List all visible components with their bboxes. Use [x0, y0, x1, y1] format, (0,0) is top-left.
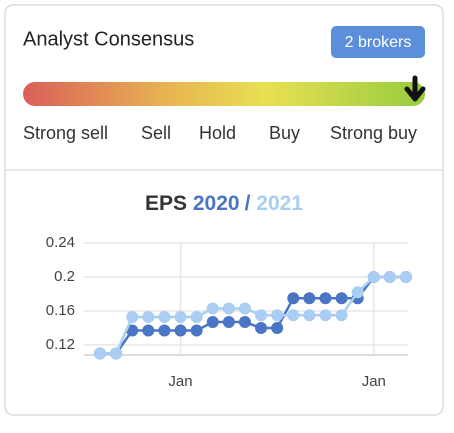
x-tick-label: Jan	[362, 373, 386, 390]
data-point	[94, 347, 106, 360]
consensus-arrow	[404, 75, 426, 102]
data-point	[367, 271, 380, 283]
sentiment-bar	[23, 82, 425, 106]
scale-label: Hold	[199, 123, 236, 143]
data-point	[400, 271, 412, 283]
y-tick-label: 0.2	[54, 268, 75, 285]
legend-entry: 2021	[256, 192, 303, 215]
scale-label: Sell	[141, 123, 171, 143]
card	[4, 4, 444, 416]
chart-title: EPS	[145, 192, 187, 215]
data-point	[142, 324, 155, 337]
data-point	[206, 302, 219, 315]
data-point	[222, 302, 235, 315]
data-point	[190, 324, 203, 337]
card-title: Analyst Consensus	[23, 28, 194, 50]
broker-badge-text: 2 brokers	[345, 34, 412, 51]
data-point	[271, 309, 284, 322]
scale-label: Buy	[269, 123, 300, 143]
data-point	[158, 324, 171, 337]
y-tick-label: 0.16	[46, 302, 75, 319]
data-point	[335, 292, 348, 305]
data-point	[255, 322, 268, 334]
data-point	[238, 302, 251, 315]
data-point	[319, 309, 332, 322]
data-point	[174, 324, 187, 337]
data-point	[222, 316, 235, 329]
data-point	[287, 309, 300, 322]
data-point	[303, 309, 316, 322]
data-point	[206, 316, 219, 329]
scale-label: Strong buy	[330, 123, 417, 143]
data-point	[351, 286, 364, 299]
data-point	[126, 310, 139, 323]
data-point	[319, 292, 332, 305]
data-point	[174, 310, 187, 323]
data-point	[126, 324, 139, 337]
y-tick-label: 0.12	[46, 336, 75, 353]
scale-label: Strong sell	[23, 123, 108, 143]
data-point	[271, 322, 284, 334]
chart-title-group: EPS 2020/ 2021	[145, 192, 303, 215]
data-point	[383, 271, 396, 283]
broker-badge[interactable]	[331, 26, 425, 58]
data-point	[287, 292, 300, 305]
data-point	[303, 292, 316, 305]
legend-entry: 2020	[193, 192, 240, 215]
data-point	[335, 309, 348, 322]
x-tick-label: Jan	[168, 373, 192, 390]
data-point	[158, 310, 171, 323]
y-tick-label: 0.24	[46, 234, 75, 251]
data-point	[238, 316, 251, 329]
data-point	[190, 310, 203, 323]
data-point	[255, 309, 268, 322]
title-separator: /	[245, 192, 251, 215]
data-point	[142, 310, 155, 323]
data-point	[110, 347, 123, 360]
